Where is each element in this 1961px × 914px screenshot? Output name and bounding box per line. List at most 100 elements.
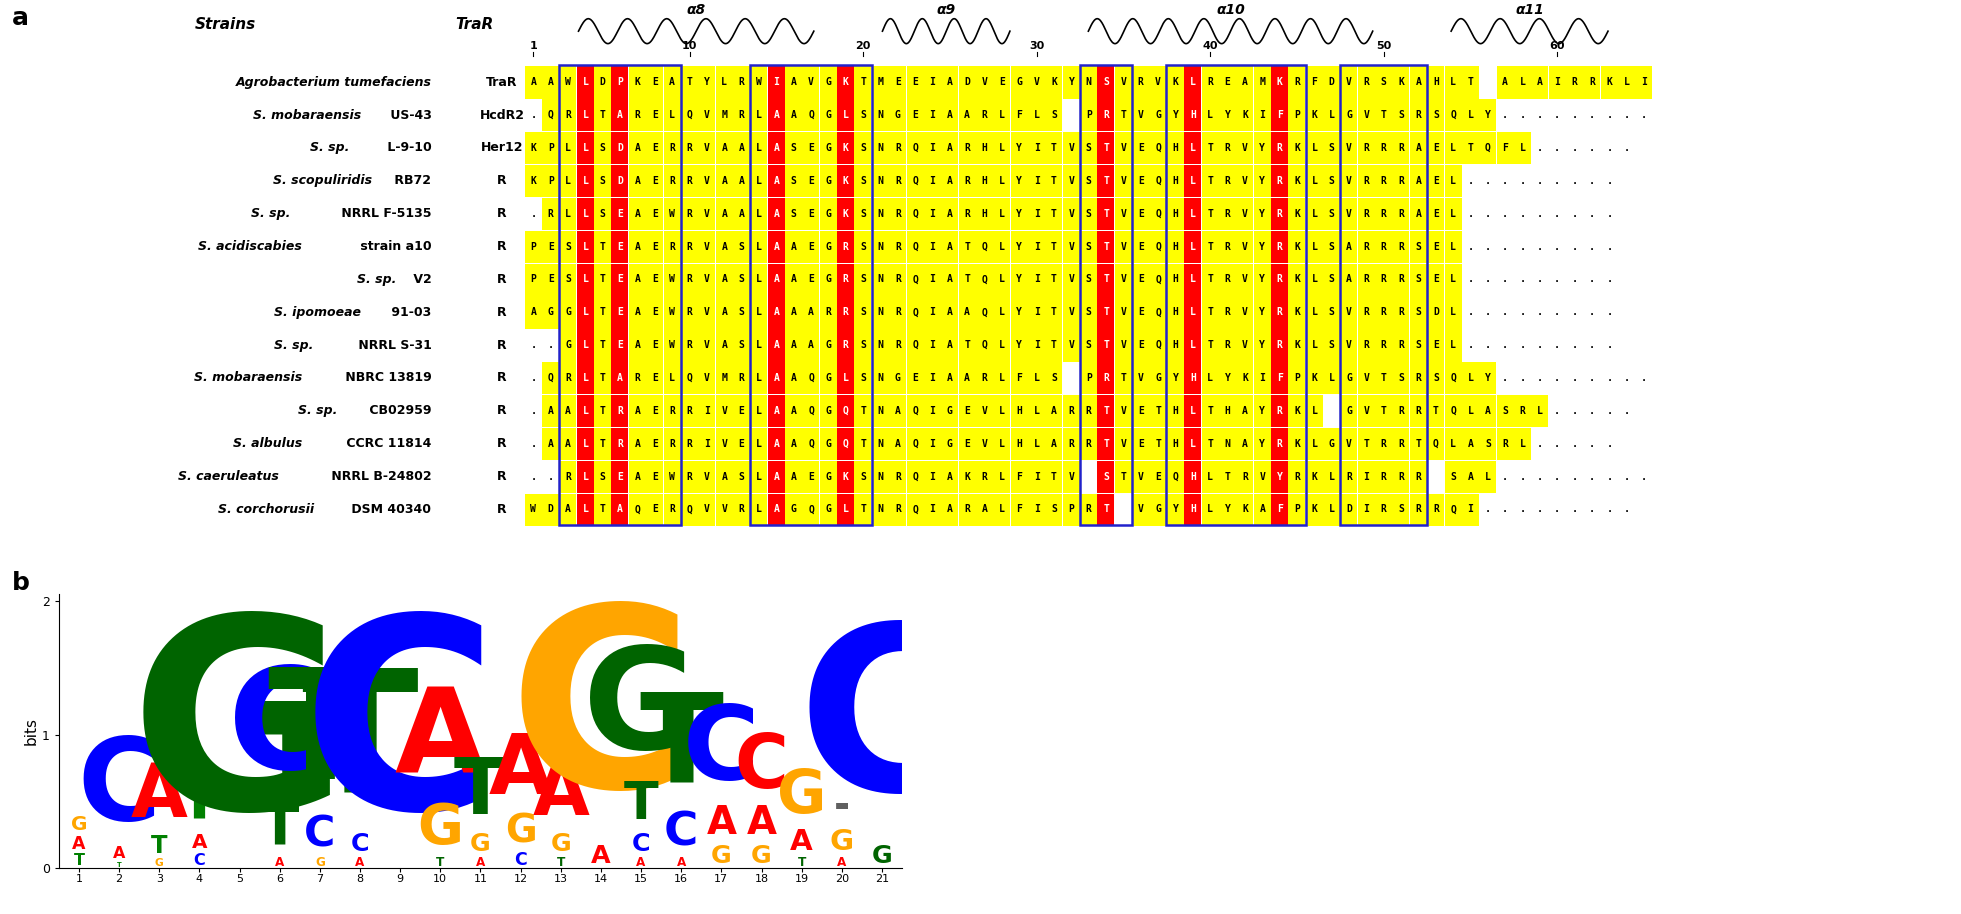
Bar [647,428,663,460]
Text: T: T [73,853,84,867]
Text: .: . [1555,340,1561,350]
Text: R: R [894,472,900,482]
Text: V: V [1120,439,1126,449]
Bar [629,494,645,526]
Text: L: L [565,175,571,186]
Text: I: I [1033,208,1039,218]
Bar [924,329,941,362]
Text: A: A [1259,505,1265,515]
Text: S. corchorusii: S. corchorusii [218,503,314,515]
Bar [612,100,628,132]
Bar [924,100,941,132]
Bar [802,461,820,493]
Text: .: . [1571,439,1579,449]
Bar [1306,165,1322,197]
Bar [1202,461,1218,493]
Text: K: K [1241,110,1247,120]
Bar [647,362,663,395]
Text: .: . [1588,472,1594,482]
Text: T: T [1104,505,1110,515]
Bar [873,197,888,230]
Bar [1131,362,1149,395]
Bar [577,494,594,526]
Text: R: R [686,143,692,153]
Bar [1010,165,1028,197]
Bar [1341,362,1357,395]
Bar [1220,230,1235,263]
Text: V: V [1363,373,1369,383]
Text: L: L [582,472,588,482]
Text: V: V [1241,307,1247,317]
Text: H: H [1016,406,1022,416]
Text: L: L [1312,241,1318,251]
Bar [1288,197,1306,230]
Text: .: . [1520,505,1526,515]
Text: .: . [1624,505,1630,515]
Text: S: S [1416,241,1422,251]
Text: .: . [529,340,537,350]
Bar [1461,461,1479,493]
Text: V: V [1069,307,1075,317]
Text: H: H [1190,373,1196,383]
Text: G: G [71,815,86,834]
Bar [1045,263,1063,296]
Bar [1288,428,1306,460]
Bar [837,133,855,165]
Bar [1098,165,1114,197]
Text: strain a10: strain a10 [355,240,431,253]
Bar [906,428,924,460]
Bar [994,133,1010,165]
Text: T: T [435,856,445,869]
Text: A: A [947,505,953,515]
Text: A: A [565,439,571,449]
Bar [1410,329,1428,362]
Text: S: S [600,208,606,218]
Bar [559,263,577,296]
Text: F: F [1016,472,1022,482]
Bar [994,494,1010,526]
Bar [784,67,802,99]
Bar [1600,67,1618,99]
Text: S: S [1330,241,1335,251]
Bar [873,494,888,526]
Text: R: R [1277,340,1282,350]
Text: K: K [531,143,535,153]
Text: K: K [1294,143,1300,153]
Text: R: R [1226,241,1230,251]
Bar [526,230,541,263]
Text: R: R [1086,439,1092,449]
Bar [1184,494,1202,526]
Text: R: R [1226,307,1230,317]
Bar [1114,263,1131,296]
Text: A: A [618,505,624,515]
Text: .: . [1641,373,1647,383]
Text: A: A [477,856,484,869]
Text: A: A [722,274,728,284]
Bar [1392,461,1410,493]
Bar [680,296,698,329]
Text: .: . [1606,505,1612,515]
Text: Y: Y [1259,241,1265,251]
Text: R: R [498,207,506,220]
Bar [1375,230,1392,263]
Text: E: E [1137,208,1143,218]
Text: T: T [302,663,418,828]
Text: R: R [618,406,624,416]
Text: S: S [1502,406,1508,416]
Text: -: - [833,789,849,826]
Bar [1114,67,1131,99]
Text: P: P [1086,110,1092,120]
Bar [994,362,1010,395]
Text: G: G [826,77,831,87]
Text: A: A [773,274,779,284]
Text: R: R [669,175,675,186]
Text: Q: Q [808,110,814,120]
Bar [873,67,888,99]
Text: T: T [1104,340,1110,350]
Bar [629,362,645,395]
Bar [1167,428,1184,460]
Bar [612,362,628,395]
Bar [837,165,855,197]
Text: C: C [735,731,788,803]
Text: 10: 10 [682,41,698,51]
